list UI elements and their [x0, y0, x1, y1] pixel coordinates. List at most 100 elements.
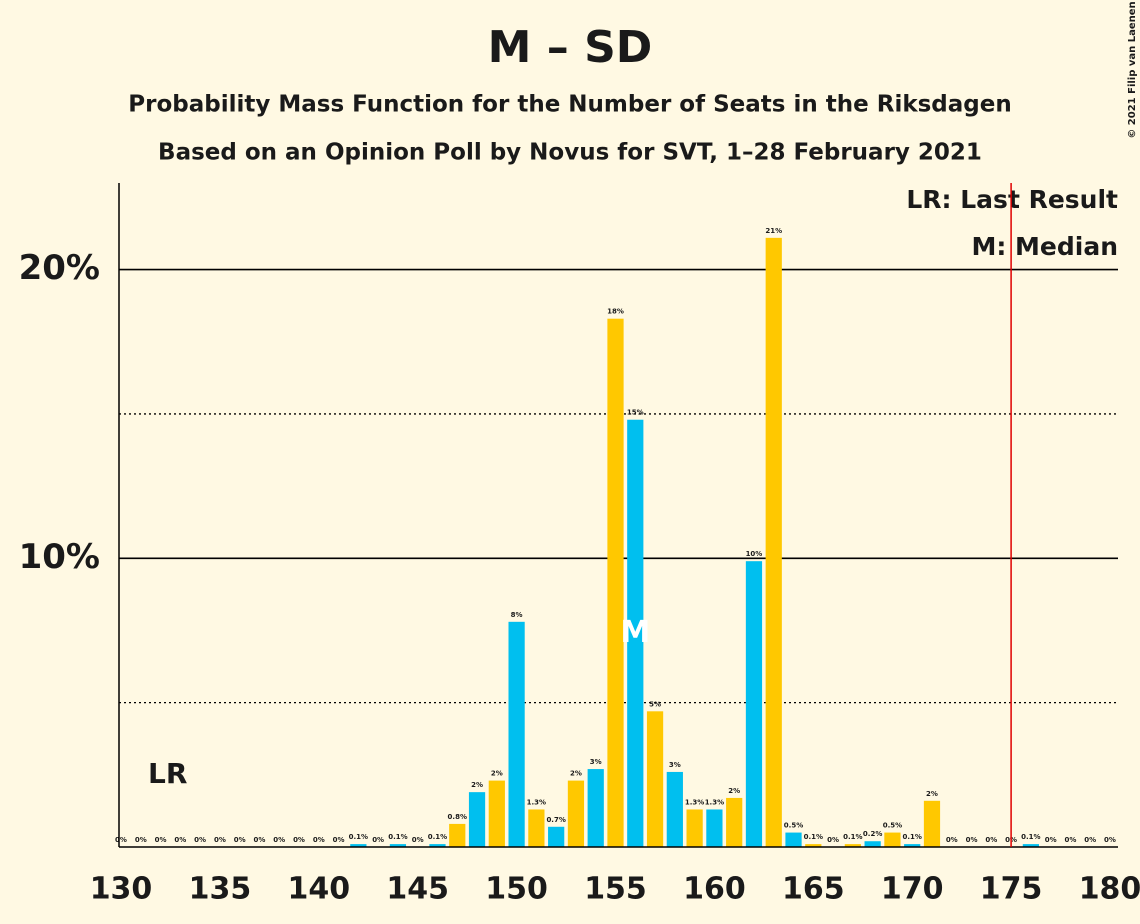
value-label: 0.8% — [448, 813, 467, 821]
bar — [844, 844, 861, 847]
x-tick-label: 180 — [1079, 872, 1140, 907]
value-label: 0% — [333, 836, 345, 844]
x-tick-label: 145 — [386, 872, 449, 907]
legend-entry: LR: Last Result — [906, 185, 1118, 214]
x-tick-label: 170 — [881, 872, 944, 907]
value-label: 0% — [155, 836, 167, 844]
value-label: 0.7% — [546, 816, 565, 824]
value-label: 0% — [293, 836, 305, 844]
value-label: 2% — [570, 770, 582, 778]
value-label: 0% — [412, 836, 424, 844]
value-label: 21% — [765, 227, 782, 235]
value-label: 0% — [1045, 836, 1057, 844]
bar — [468, 792, 486, 847]
bar — [904, 844, 921, 847]
bar — [646, 711, 664, 847]
value-label: 2% — [471, 781, 483, 789]
y-tick-label: 20% — [19, 248, 100, 288]
value-label: 0% — [985, 836, 997, 844]
bar — [785, 832, 802, 847]
value-label: 0% — [254, 836, 266, 844]
bar — [587, 769, 604, 847]
value-label: 0% — [1104, 836, 1116, 844]
value-label: 0.5% — [883, 822, 902, 830]
chart-subtitle: Based on an Opinion Poll by Novus for SV… — [158, 140, 982, 166]
value-label: 0.1% — [1021, 833, 1040, 841]
bar — [765, 237, 782, 847]
value-label: 1.3% — [685, 798, 704, 806]
value-label: 5% — [649, 700, 661, 708]
value-label: 1.3% — [527, 798, 546, 806]
bar — [745, 561, 763, 847]
bar — [429, 844, 446, 847]
value-label: 0.1% — [804, 833, 823, 841]
x-tick-label: 140 — [287, 872, 350, 907]
value-label: 0% — [313, 836, 325, 844]
copyright: © 2021 Filip van Laenen — [1127, 1, 1138, 138]
value-label: 2% — [926, 790, 938, 798]
bar — [1022, 844, 1039, 847]
bar — [726, 797, 743, 847]
legend-entry: M: Median — [971, 232, 1118, 261]
value-label: 2% — [728, 787, 740, 795]
value-label: 0% — [174, 836, 186, 844]
value-label: 0.1% — [349, 833, 368, 841]
value-label: 3% — [590, 758, 602, 766]
chart-title: M – SD — [488, 22, 653, 73]
bar — [449, 823, 466, 847]
value-label: 2% — [491, 770, 503, 778]
bar — [805, 844, 822, 847]
bar — [528, 809, 545, 847]
value-label: 0.1% — [428, 833, 447, 841]
chart-subtitle: Probability Mass Function for the Number… — [128, 92, 1011, 118]
bar — [488, 780, 505, 847]
median-marker: M — [620, 615, 650, 650]
last-result-label: LR — [148, 757, 187, 790]
bar — [508, 621, 525, 847]
value-label: 0% — [194, 836, 206, 844]
y-tick-label: 10% — [19, 537, 100, 577]
x-tick-label: 150 — [485, 872, 548, 907]
x-tick-label: 165 — [782, 872, 845, 907]
x-tick-label: 155 — [584, 872, 647, 907]
value-label: 0.5% — [784, 822, 803, 830]
bar — [567, 780, 585, 847]
value-label: 0% — [135, 836, 147, 844]
value-label: 0% — [234, 836, 246, 844]
value-label: 0.2% — [863, 830, 882, 838]
value-label: 0% — [372, 836, 384, 844]
bar — [548, 826, 565, 847]
value-label: 0% — [946, 836, 958, 844]
bar — [706, 809, 723, 847]
value-label: 0% — [214, 836, 226, 844]
bar — [389, 844, 407, 847]
bar — [923, 800, 941, 847]
bar — [686, 809, 703, 847]
value-label: 0% — [1064, 836, 1076, 844]
value-label: 15% — [627, 409, 644, 417]
value-label: 0% — [1084, 836, 1096, 844]
value-label: 10% — [746, 550, 763, 558]
bar — [607, 318, 624, 847]
value-label: 8% — [511, 611, 523, 619]
x-tick-label: 130 — [90, 872, 153, 907]
value-label: 18% — [607, 308, 624, 316]
value-label: 0.1% — [388, 833, 407, 841]
x-tick-label: 135 — [189, 872, 252, 907]
value-label: 0% — [273, 836, 285, 844]
bar — [627, 419, 644, 847]
x-tick-label: 160 — [683, 872, 746, 907]
value-label: 0.1% — [843, 833, 862, 841]
bar — [350, 844, 367, 847]
value-label: 0% — [115, 836, 127, 844]
bar — [884, 832, 901, 847]
value-label: 0.1% — [902, 833, 921, 841]
bar — [666, 771, 683, 847]
x-tick-label: 175 — [980, 872, 1043, 907]
value-label: 0% — [966, 836, 978, 844]
bar — [864, 841, 881, 847]
value-label: 3% — [669, 761, 681, 769]
value-label: 1.3% — [705, 798, 724, 806]
value-label: 0% — [827, 836, 839, 844]
